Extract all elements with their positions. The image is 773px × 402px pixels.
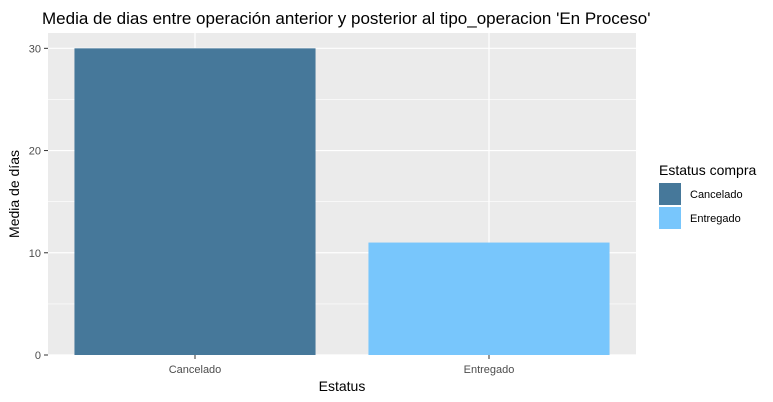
legend-key-cancelado <box>659 183 681 205</box>
bar-cancelado <box>74 48 316 355</box>
legend-label-cancelado: Cancelado <box>690 189 743 201</box>
y-axis-title: Media de días <box>6 150 22 238</box>
legend-key-entregado <box>659 207 681 229</box>
chart-title: Media de dias entre operación anterior y… <box>42 9 650 28</box>
legend: Estatus compra Cancelado Entregado <box>659 162 756 229</box>
bars <box>74 48 610 355</box>
bar-entregado <box>368 242 610 355</box>
y-tick-label: 10 <box>29 248 41 260</box>
legend-title: Estatus compra <box>659 162 756 178</box>
legend-items: Cancelado Entregado <box>659 183 743 229</box>
x-axis-title: Estatus <box>319 378 366 394</box>
y-axis-ticks: 0 10 20 30 <box>29 43 48 362</box>
y-tick-label: 30 <box>29 43 41 55</box>
x-tick-label: Entregado <box>464 364 515 376</box>
x-axis-ticks: Cancelado Entregado <box>169 355 515 376</box>
x-tick-label: Cancelado <box>169 364 222 376</box>
y-tick-label: 0 <box>35 350 41 362</box>
y-tick-label: 20 <box>29 146 41 158</box>
legend-label-entregado: Entregado <box>690 213 741 225</box>
